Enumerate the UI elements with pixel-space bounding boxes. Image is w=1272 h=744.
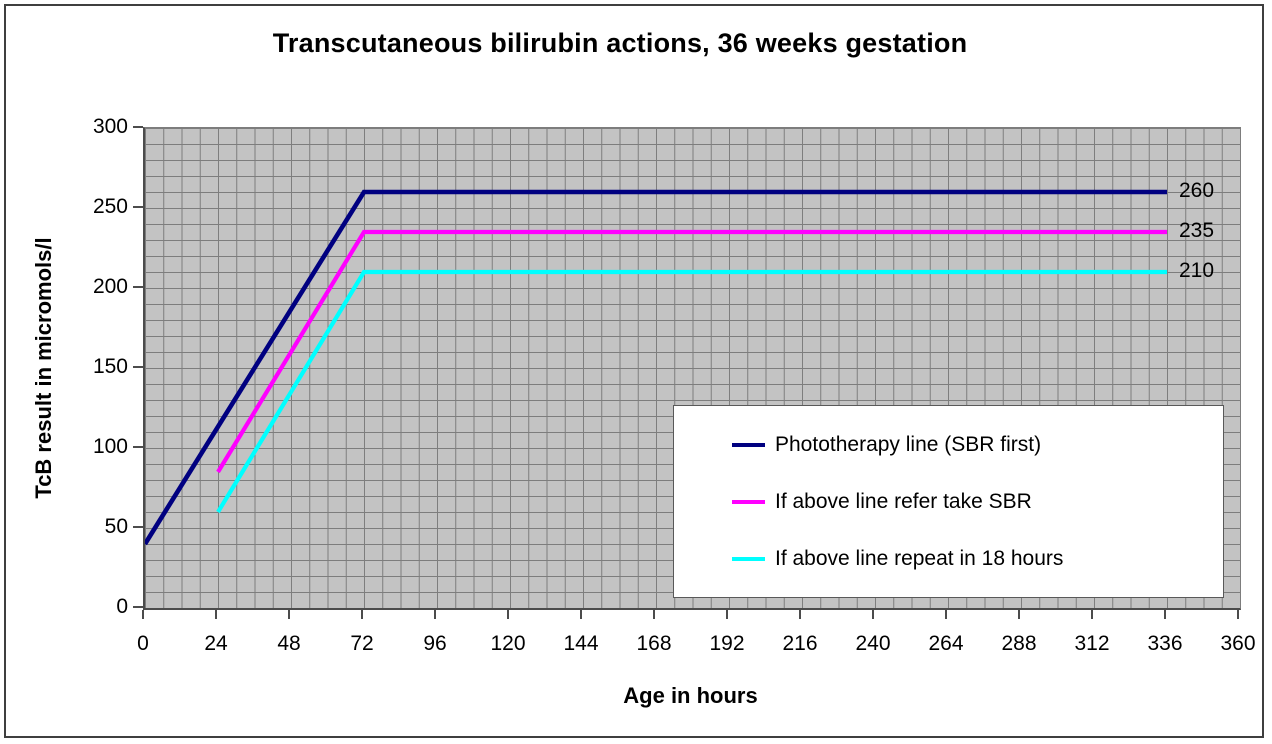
x-tick-mark (580, 610, 582, 619)
y-tick-label: 50 (104, 515, 128, 538)
series-lines-canvas (145, 189, 1167, 546)
y-tick-mark (133, 366, 143, 368)
legend-line-swatch-cyan (732, 556, 765, 561)
y-tick-label: 150 (92, 355, 128, 378)
x-tick-label: 288 (1001, 632, 1037, 655)
x-tick-label: 192 (709, 632, 745, 655)
x-tick-mark (507, 610, 509, 619)
x-tick-label: 240 (855, 632, 891, 655)
x-tick-mark (726, 610, 728, 619)
x-tick-mark (799, 610, 801, 619)
x-tick-mark (1237, 610, 1239, 619)
legend-label: If above line refer take SBR (775, 489, 1032, 513)
chart-title: Transcutaneous bilirubin actions, 36 wee… (272, 28, 968, 58)
y-tick-mark (133, 126, 143, 128)
x-tick-label: 120 (490, 632, 526, 655)
series-end-label: 235 (1179, 219, 1215, 242)
y-tick-label: 250 (92, 195, 128, 218)
legend: Phototherapy line (SBR first) If above l… (673, 405, 1224, 598)
x-tick-mark (288, 610, 290, 619)
x-tick-label: 24 (204, 632, 228, 655)
series-end-label: 260 (1179, 179, 1215, 202)
x-tick-mark (945, 610, 947, 619)
series-line-2 (216, 269, 1167, 514)
x-tick-label: 312 (1074, 632, 1110, 655)
y-tick-mark (133, 606, 143, 608)
y-tick-label: 100 (92, 435, 128, 458)
x-tick-label: 0 (137, 632, 149, 655)
x-tick-label: 72 (350, 632, 374, 655)
x-tick-mark (872, 610, 874, 619)
legend-item-repeat-18h: If above line repeat in 18 hours (732, 547, 1213, 571)
x-tick-mark (361, 610, 363, 619)
x-axis-title: Age in hours (623, 683, 758, 708)
chart-outer-border (4, 4, 1264, 738)
x-tick-mark (653, 610, 655, 619)
x-tick-label: 144 (563, 632, 599, 655)
y-tick-label: 300 (92, 115, 128, 138)
y-tick-label: 200 (92, 275, 128, 298)
x-tick-mark (142, 610, 144, 619)
x-tick-label: 96 (423, 632, 447, 655)
x-tick-label: 360 (1220, 632, 1256, 655)
legend-line-swatch-navy (732, 442, 765, 447)
x-tick-label: 216 (782, 632, 818, 655)
legend-label: Phototherapy line (SBR first) (775, 432, 1042, 456)
legend-line-swatch-magenta (732, 499, 765, 504)
x-tick-mark (1091, 610, 1093, 619)
legend-label: If above line repeat in 18 hours (775, 546, 1064, 570)
y-tick-mark (133, 206, 143, 208)
legend-item-phototherapy: Phototherapy line (SBR first) (732, 433, 1213, 457)
x-tick-label: 168 (636, 632, 672, 655)
x-tick-label: 336 (1147, 632, 1183, 655)
y-tick-mark (133, 526, 143, 528)
y-tick-mark (133, 446, 143, 448)
x-tick-mark (1018, 610, 1020, 619)
y-tick-label: 0 (116, 595, 128, 618)
x-tick-mark (215, 610, 217, 619)
y-tick-mark (133, 286, 143, 288)
series-line-1 (216, 229, 1167, 474)
x-tick-mark (434, 610, 436, 619)
x-tick-mark (1164, 610, 1166, 619)
series-line-0 (145, 189, 1167, 546)
x-tick-label: 48 (277, 632, 301, 655)
legend-item-refer-sbr: If above line refer take SBR (732, 490, 1213, 514)
series-end-label: 210 (1179, 259, 1215, 282)
x-tick-label: 264 (928, 632, 964, 655)
